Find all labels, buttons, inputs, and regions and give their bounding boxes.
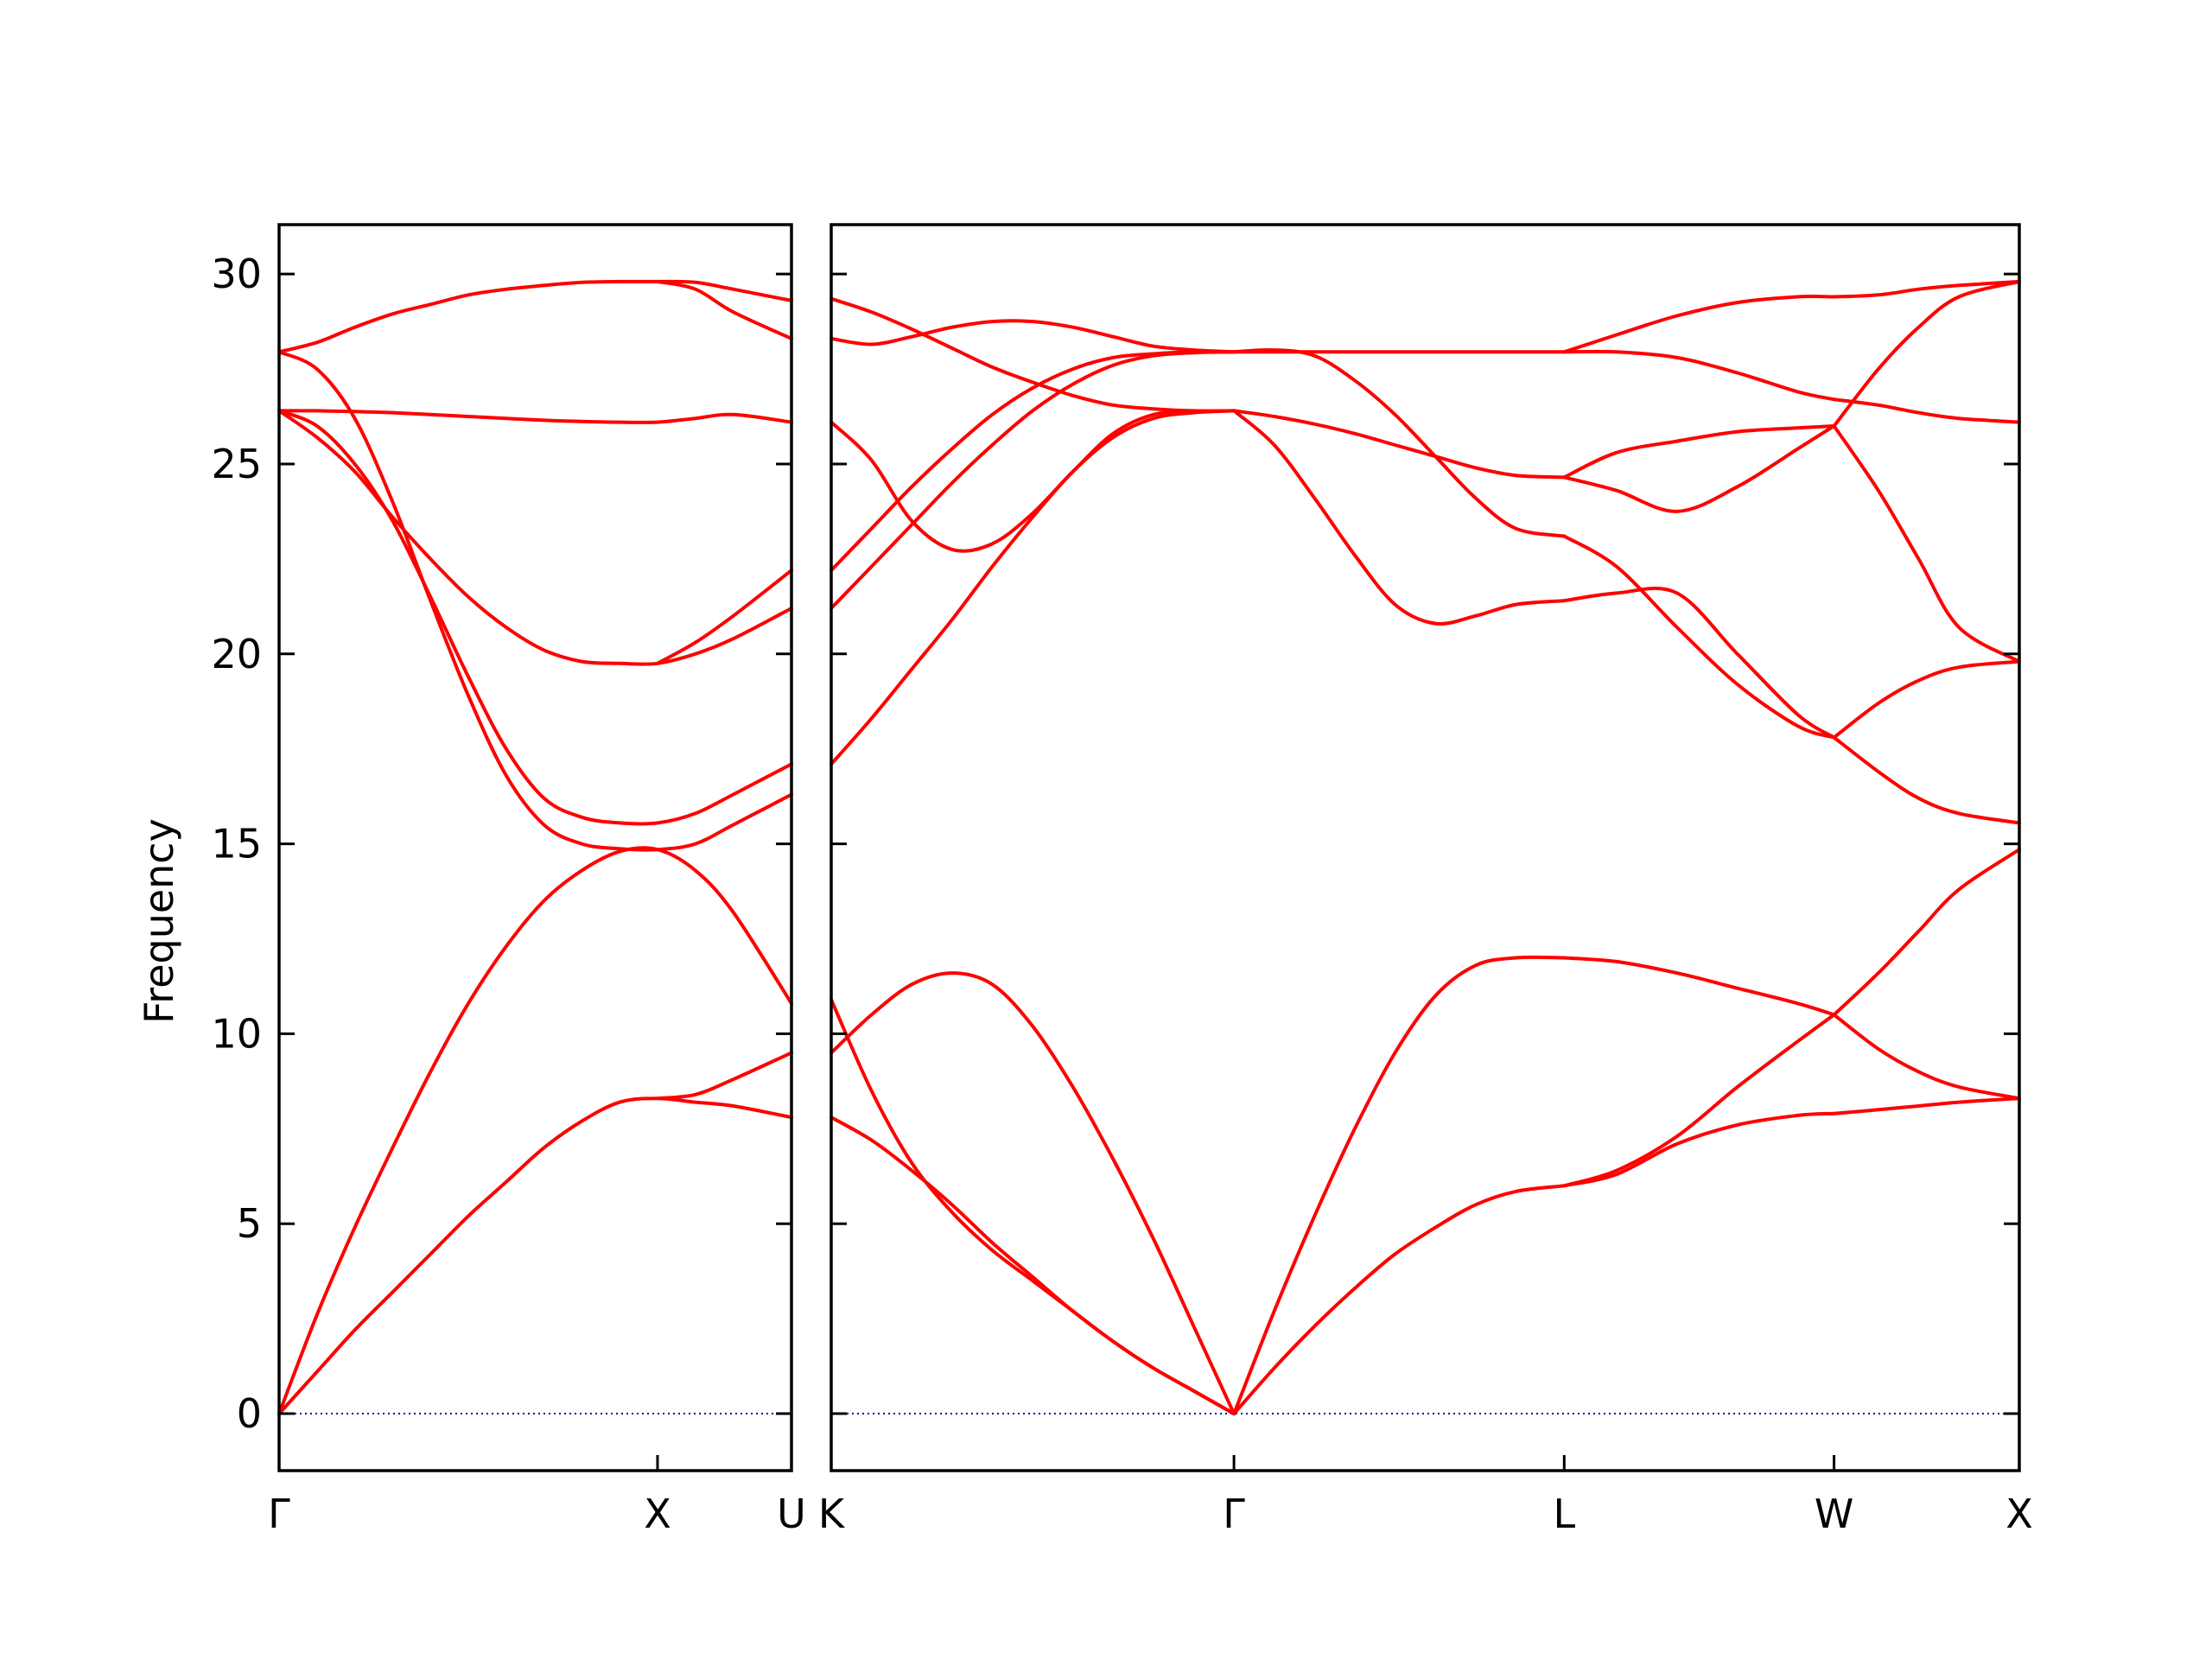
band-line <box>277 409 793 666</box>
band-line <box>830 971 1236 1416</box>
band-line <box>1562 586 1836 740</box>
band-line <box>1232 1184 1567 1416</box>
band-line <box>1832 848 2021 1017</box>
band-line <box>1832 424 2021 664</box>
band-line <box>277 350 793 852</box>
x-tick-label: X <box>644 1491 671 1537</box>
band-line <box>656 1051 793 1101</box>
panel-left: 0 5 10 15 20 25 30 Γ X U <box>211 223 806 1537</box>
band-line <box>1832 735 2021 825</box>
band-line <box>830 319 1236 354</box>
x-tick-label: W <box>1815 1491 1853 1537</box>
y-tick-label: 10 <box>211 1010 262 1057</box>
band-line <box>1562 295 1836 354</box>
band-line <box>656 279 793 340</box>
band-line <box>1232 955 1567 1416</box>
y-tick-label: 15 <box>211 821 262 868</box>
band-line <box>1832 397 2021 424</box>
y-axis-label: Frequency <box>136 818 182 1024</box>
band-line <box>830 409 1236 766</box>
band-line <box>1562 424 1836 513</box>
band-line <box>1232 409 1567 480</box>
band-line <box>1232 409 1567 626</box>
band-line <box>1832 659 2021 740</box>
y-tick-label: 25 <box>211 441 262 487</box>
plot-frame <box>830 223 2021 1472</box>
band-line <box>1832 1096 2021 1116</box>
x-tick-label: L <box>1553 1491 1575 1537</box>
x-tick-label: U <box>777 1491 806 1537</box>
band-line <box>1562 349 1836 402</box>
x-tick-label: K <box>818 1491 846 1537</box>
x-tick-label: X <box>2005 1491 2033 1537</box>
plot-frame <box>277 223 793 1472</box>
band-line <box>830 409 1236 553</box>
band-line <box>277 409 793 826</box>
band-line <box>1232 347 1567 538</box>
band-line <box>1562 1111 1836 1188</box>
band-line <box>830 350 1236 610</box>
band-line <box>1832 1013 2021 1101</box>
x-tick-label: Γ <box>268 1491 290 1537</box>
band-line <box>830 350 1236 573</box>
band-line <box>1832 279 2021 299</box>
y-tick-label: 20 <box>211 631 262 677</box>
band-line <box>1832 279 2021 428</box>
band-line <box>277 1096 793 1416</box>
band-line <box>277 846 793 1416</box>
band-line <box>1562 1013 1836 1188</box>
band-line <box>1562 534 1836 740</box>
band-line <box>1562 956 1836 1017</box>
y-tick-label: 30 <box>211 251 262 297</box>
x-tick-label: Γ <box>1223 1491 1245 1537</box>
band-line <box>656 569 793 665</box>
y-tick-label: 0 <box>237 1390 262 1437</box>
band-line <box>830 1116 1236 1416</box>
band-line <box>277 409 793 424</box>
band-line <box>1562 424 1836 480</box>
band-line <box>830 997 1236 1416</box>
band-line <box>277 279 793 354</box>
band-line <box>830 296 1236 413</box>
y-tick-label: 5 <box>237 1200 262 1247</box>
